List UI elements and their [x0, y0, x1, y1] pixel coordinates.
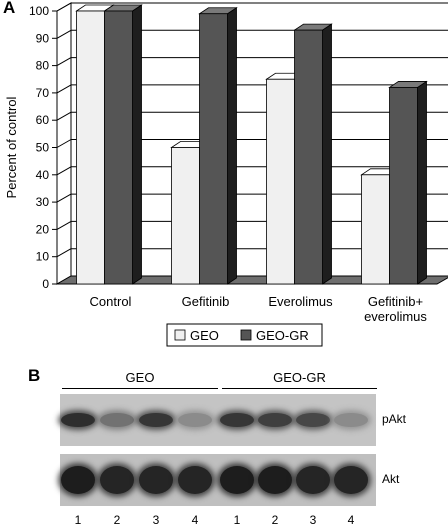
gridline-side: [56, 166, 72, 176]
bar-side: [132, 4, 142, 285]
x-category-label: everolimus: [364, 309, 427, 324]
x-category-label: Everolimus: [268, 294, 333, 309]
blot-band: [296, 466, 330, 494]
gridline-side: [56, 29, 72, 39]
blot-band: [100, 413, 134, 427]
y-tick-label: 10: [36, 250, 50, 264]
blot-band: [178, 466, 212, 494]
blot-band: [178, 413, 212, 427]
bar-geo-3: [361, 174, 390, 285]
panel-b-label: B: [28, 366, 41, 385]
lane-number: 3: [152, 513, 160, 527]
lane-number: 2: [271, 513, 279, 527]
bar-geo-gr-1: [199, 13, 228, 285]
y-tick-label: 80: [36, 59, 50, 73]
bar-geo-gr-2: [294, 29, 323, 285]
y-axis-label: Percent of control: [4, 96, 19, 198]
bar-side: [417, 80, 427, 285]
lane-number: 4: [347, 513, 355, 527]
bar-geo-1: [171, 147, 200, 285]
blot-band: [139, 466, 173, 494]
y-tick-label: 70: [36, 86, 50, 100]
legend-label-geo: GEO: [190, 328, 219, 343]
y-tick-label: 90: [36, 31, 50, 45]
y-tick-label: 60: [36, 113, 50, 127]
blot-band: [220, 466, 254, 494]
lane-number: 1: [74, 513, 82, 527]
x-category-label: Gefitinib: [182, 294, 230, 309]
blot-group-line-geo: [62, 388, 218, 389]
y-tick-label: 0: [42, 277, 49, 291]
blot-group-label-geo: GEO: [125, 370, 155, 385]
bar-chart: 0 10 20 30 40 50 60 70 80 90 100 Percent of control…: [4, 2, 448, 347]
blot-band: [334, 413, 368, 427]
gridline-side: [56, 220, 72, 230]
gridline-side: [56, 2, 72, 12]
gridline-side: [56, 139, 72, 148]
blot-band: [139, 413, 173, 427]
y-tick-label: 100: [29, 4, 49, 18]
blot-band: [258, 466, 292, 494]
blot-band: [220, 413, 254, 427]
blot-band: [61, 466, 95, 494]
blot-row-label-pakt: pAkt: [382, 412, 407, 426]
blot-band: [296, 413, 330, 427]
y-tick-label: 40: [36, 168, 50, 182]
lane-number: 1: [233, 513, 241, 527]
blot-band: [334, 466, 368, 494]
lane-number: 3: [309, 513, 317, 527]
gridline-side: [56, 248, 72, 258]
blot-band: [100, 466, 134, 494]
bar-side: [227, 6, 237, 285]
x-category-label: Control: [90, 294, 132, 309]
blot-band: [61, 413, 95, 427]
blot-band: [258, 413, 292, 427]
bar-geo-0: [76, 10, 105, 285]
x-category-label: Gefitinib+: [368, 294, 423, 309]
gridline-side: [56, 111, 72, 121]
blot-row-label-akt: Akt: [382, 472, 400, 486]
legend-swatch-geo: [174, 329, 186, 341]
blot-group-label-geo-gr: GEO-GR: [273, 370, 326, 385]
bar-geo-gr-0: [104, 10, 133, 285]
bar-side: [322, 23, 332, 285]
y-tick-label: 50: [36, 141, 50, 155]
bar-geo-gr-3: [389, 87, 418, 285]
lane-number: 2: [113, 513, 121, 527]
gridline-side: [56, 84, 72, 94]
y-tick-label: 30: [36, 195, 50, 209]
gridline-side: [56, 193, 72, 203]
gridline-side: [56, 57, 72, 67]
legend-swatch-geo-gr: [240, 329, 252, 341]
y-tick-label: 20: [36, 222, 50, 236]
legend-label-geo-gr: GEO-GR: [256, 328, 309, 343]
panel-a-label: A: [3, 0, 16, 17]
lane-number: 4: [191, 513, 199, 527]
bar-geo-2: [266, 78, 295, 285]
blot-group-line-geo-gr: [222, 388, 377, 389]
